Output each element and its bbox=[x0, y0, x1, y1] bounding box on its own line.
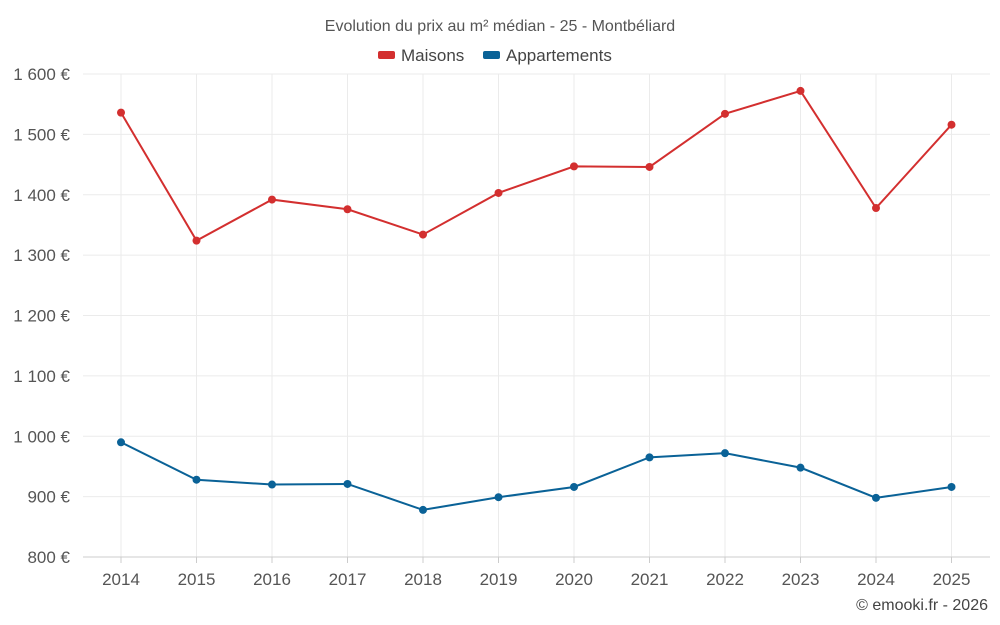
data-point-maisons[interactable] bbox=[117, 108, 125, 117]
data-point-maisons[interactable] bbox=[872, 204, 880, 213]
data-point-appartements[interactable] bbox=[721, 449, 729, 458]
y-tick-label: 1 300 € bbox=[13, 246, 70, 265]
y-tick-label: 1 200 € bbox=[13, 307, 70, 326]
plot-area bbox=[117, 86, 956, 514]
series-line-appartements bbox=[120, 441, 952, 511]
x-tick-label: 2025 bbox=[933, 570, 971, 589]
x-tick-label: 2024 bbox=[857, 570, 895, 589]
data-point-appartements[interactable] bbox=[947, 482, 956, 491]
legend-label-appartements[interactable]: Appartements bbox=[506, 46, 612, 65]
data-point-maisons[interactable] bbox=[947, 120, 956, 129]
x-tick-label: 2018 bbox=[404, 570, 442, 589]
legend-label-maisons[interactable]: Maisons bbox=[401, 46, 464, 65]
x-tick-label: 2023 bbox=[782, 570, 820, 589]
legend: Maisons Appartements bbox=[378, 46, 612, 65]
data-point-maisons[interactable] bbox=[796, 86, 805, 95]
data-point-appartements[interactable] bbox=[117, 438, 125, 447]
legend-swatch-appartements bbox=[483, 51, 500, 59]
x-tick-label: 2015 bbox=[178, 570, 216, 589]
data-point-appartements[interactable] bbox=[872, 493, 880, 502]
y-tick-label: 1 100 € bbox=[13, 367, 70, 386]
y-tick-label: 1 500 € bbox=[13, 125, 70, 144]
data-point-maisons[interactable] bbox=[192, 236, 201, 245]
y-tick-label: 1 600 € bbox=[13, 65, 70, 84]
data-point-appartements[interactable] bbox=[570, 482, 578, 491]
data-point-maisons[interactable] bbox=[419, 230, 427, 239]
data-point-appartements[interactable] bbox=[268, 480, 276, 489]
data-point-appartements[interactable] bbox=[645, 453, 654, 462]
y-tick-label: 1 400 € bbox=[13, 186, 70, 205]
y-tick-label: 800 € bbox=[27, 548, 70, 567]
y-axis: 800 € 900 € 1 000 € 1 100 € 1 200 € 1 300 € 1 … bbox=[13, 65, 70, 567]
data-point-appartements[interactable] bbox=[343, 479, 352, 488]
x-tick-label: 2019 bbox=[480, 570, 518, 589]
grid bbox=[83, 73, 990, 558]
data-point-maisons[interactable] bbox=[343, 205, 352, 214]
data-point-maisons[interactable] bbox=[570, 162, 578, 171]
legend-swatch-maisons bbox=[378, 51, 395, 59]
y-tick-label: 900 € bbox=[27, 488, 70, 507]
chart-title: Evolution du prix au m² médian - 25 - Mo… bbox=[325, 18, 675, 35]
y-tick-label: 1 000 € bbox=[13, 427, 70, 446]
data-point-maisons[interactable] bbox=[645, 162, 654, 171]
data-point-appartements[interactable] bbox=[796, 463, 805, 472]
x-tick-label: 2020 bbox=[555, 570, 593, 589]
series-line-maisons bbox=[120, 89, 953, 242]
data-point-appartements[interactable] bbox=[192, 475, 201, 484]
x-tick-label: 2021 bbox=[631, 570, 669, 589]
data-point-appartements[interactable] bbox=[494, 493, 503, 502]
x-tick-label: 2016 bbox=[253, 570, 291, 589]
data-point-appartements[interactable] bbox=[419, 505, 427, 514]
x-tick-label: 2022 bbox=[706, 570, 744, 589]
x-tick-label: 2014 bbox=[102, 570, 140, 589]
x-axis: 2014 2015 2016 2017 2018 2019 2020 2021 2022 2023… bbox=[83, 556, 990, 589]
x-tick-label: 2017 bbox=[329, 570, 367, 589]
credit-text: © emooki.fr - 2026 bbox=[856, 597, 988, 614]
data-point-maisons[interactable] bbox=[268, 195, 276, 204]
data-point-maisons[interactable] bbox=[494, 188, 503, 197]
data-point-maisons[interactable] bbox=[721, 109, 729, 118]
